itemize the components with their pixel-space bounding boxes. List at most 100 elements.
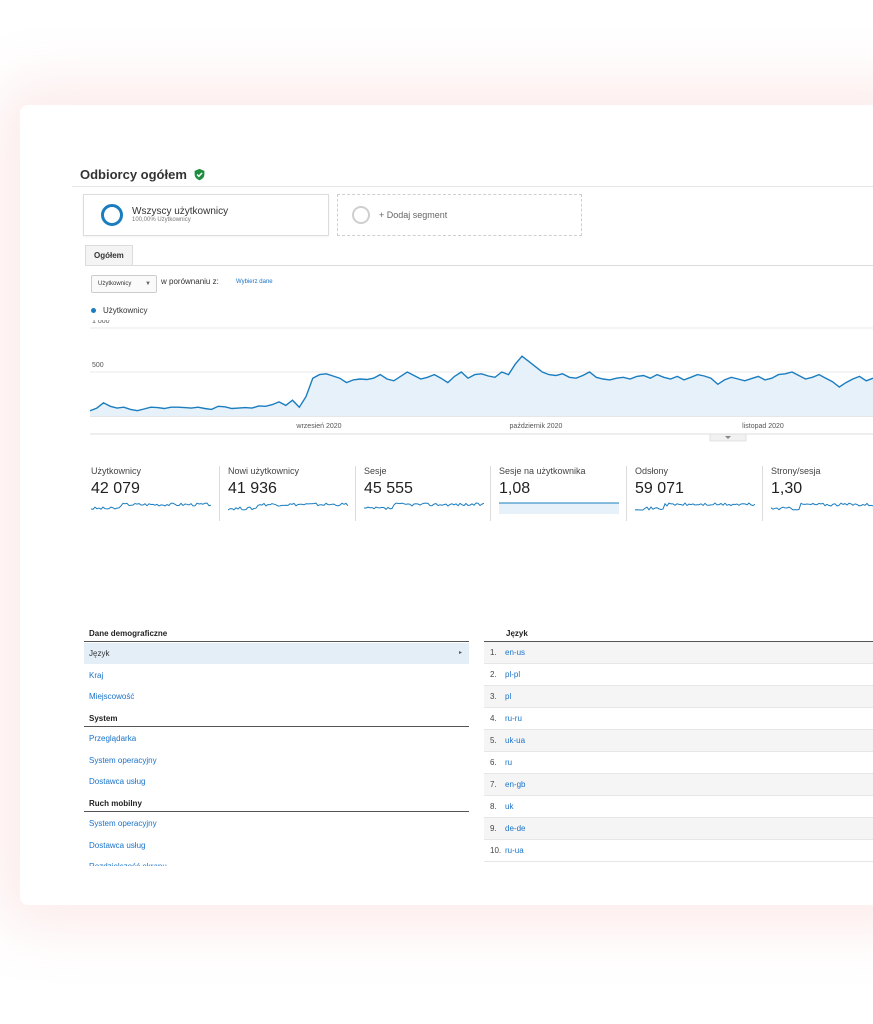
row-number: 3.	[490, 692, 497, 701]
segment-share: 100,00% Użytkownicy	[132, 217, 191, 224]
language-link[interactable]: de-de	[505, 824, 526, 833]
row-number: 6.	[490, 758, 497, 767]
metric-label: Odsłony	[635, 466, 669, 476]
metric-value: 45 555	[364, 480, 413, 497]
segment-name: Wszyscy użytkownicy	[132, 206, 229, 218]
metric-sparkline	[635, 502, 755, 511]
row-number: 8.	[490, 802, 497, 811]
chart-legend: Użytkownicy	[91, 306, 147, 315]
metric-value: 1,30	[771, 480, 803, 497]
series-dot-icon	[91, 308, 96, 313]
series-line	[90, 355, 873, 412]
dimension-item-label: Rozdzielczość ekranu	[89, 862, 167, 866]
table-row: 10. ru-ua	[484, 840, 873, 862]
dimension-section-title: Ruch mobilny	[84, 798, 469, 812]
language-link[interactable]: en-us	[505, 648, 526, 657]
dimension-item[interactable]: Miejscowość	[84, 686, 469, 707]
row-number: 10.	[490, 846, 502, 855]
shield-check-icon	[194, 168, 205, 180]
chevron-right-icon: ▸	[458, 650, 462, 656]
dimension-item-label: Dostawca usług	[89, 777, 146, 786]
dimension-item[interactable]: Przeglądarka	[84, 728, 469, 749]
segment-all-users[interactable]: Wszyscy użytkownicy 100,00% Użytkownicy	[83, 194, 329, 236]
dimension-item-label: System operacyjny	[89, 819, 157, 828]
metric-sparkline	[364, 502, 484, 510]
row-number: 2.	[490, 670, 497, 679]
language-link[interactable]: pl	[505, 692, 512, 701]
metric-card[interactable]: Sesje na użytkownika 1,08	[490, 466, 619, 521]
dimension-item-label: Przeglądarka	[89, 734, 137, 743]
metric-card[interactable]: Odsłony 59 071	[626, 466, 755, 521]
dimension-item-label: Miejscowość	[89, 692, 135, 701]
legend-label: Użytkownicy	[103, 306, 148, 315]
segment-ring-icon	[101, 204, 123, 226]
metric-card[interactable]: Nowi użytkownicy 41 936	[219, 466, 348, 521]
table-row: 9. de-de	[484, 818, 873, 840]
tab-overview[interactable]: Ogółem	[85, 245, 133, 266]
language-link[interactable]: ru	[505, 758, 513, 767]
language-table-header: Język	[484, 628, 873, 642]
dimension-section-title: Dane demograficzne	[84, 628, 469, 642]
y-tick-label: 500	[92, 362, 104, 369]
dimension-item[interactable]: Kraj	[84, 665, 469, 686]
language-link[interactable]: ru-ru	[505, 714, 522, 723]
table-row: 8. uk	[484, 796, 873, 818]
report-header: Odbiorcy ogółem	[80, 164, 206, 184]
header-divider	[72, 186, 873, 187]
empty-ring-icon	[352, 206, 370, 224]
language-link[interactable]: en-gb	[505, 780, 526, 789]
metric-card[interactable]: Sesje 45 555	[355, 466, 484, 521]
users-line-chart[interactable]: 1 000 500 wrzesień 2020 październik 2020 lis…	[90, 320, 873, 445]
dimension-item-label: Język	[89, 649, 110, 658]
row-number: 4.	[490, 714, 497, 723]
metric-select[interactable]: Użytkownicy ▼	[91, 275, 157, 293]
metric-value: 42 079	[91, 480, 140, 497]
row-number: 5.	[490, 736, 497, 745]
page-title: Odbiorcy ogółem	[80, 166, 187, 182]
table-row: 5. uk-ua	[484, 730, 873, 752]
metric-label: Użytkownicy	[91, 466, 142, 476]
metric-card[interactable]: Strony/sesja 1,30	[762, 466, 873, 521]
table-row: 4. ru-ru	[484, 708, 873, 730]
metric-sparkline	[771, 502, 873, 511]
expand-chart-handle[interactable]	[709, 433, 747, 442]
dimension-item[interactable]: System operacyjny	[84, 750, 469, 771]
x-tick-label: październik 2020	[510, 423, 563, 430]
metric-label: Sesje	[364, 466, 387, 476]
dimension-item[interactable]: Rozdzielczość ekranu	[84, 856, 469, 866]
dimension-item[interactable]: Język ▸	[84, 643, 469, 664]
metric-value: 41 936	[228, 480, 277, 497]
y-tick-label: 1 000	[92, 320, 110, 325]
metric-sparkline	[499, 502, 619, 514]
dimension-item[interactable]: System operacyjny	[84, 813, 469, 834]
table-row: 3. pl	[484, 686, 873, 708]
metric-card[interactable]: Użytkownicy 42 079	[91, 466, 217, 521]
table-row: 7. en-gb	[484, 774, 873, 796]
chevron-down-icon: ▼	[145, 281, 151, 287]
language-link[interactable]: pl-pl	[505, 670, 521, 679]
dimension-item[interactable]: Dostawca usług	[84, 771, 469, 792]
language-link[interactable]: ru-ua	[505, 846, 524, 855]
table-row: 2. pl-pl	[484, 664, 873, 686]
add-segment-button[interactable]: + Dodaj segment	[337, 194, 582, 236]
table-row: 6. ru	[484, 752, 873, 774]
row-number: 9.	[490, 824, 497, 833]
metric-value: 1,08	[499, 480, 531, 497]
table-row: 1. en-us	[484, 642, 873, 664]
metric-label: Strony/sesja	[771, 466, 821, 476]
language-link[interactable]: uk	[505, 802, 514, 811]
dimension-item-label: Dostawca usług	[89, 840, 146, 850]
tab-divider	[85, 265, 873, 266]
add-segment-label: + Dodaj segment	[379, 210, 448, 220]
select-comparison-link[interactable]: Wybierz dane	[236, 279, 273, 285]
metric-sparkline	[91, 502, 211, 510]
dimension-item[interactable]: Dostawca usług	[84, 835, 469, 856]
series-area	[90, 356, 873, 416]
language-link[interactable]: uk-ua	[505, 736, 526, 745]
metric-label: Sesje na użytkownika	[499, 466, 586, 476]
row-number: 7.	[490, 780, 497, 789]
compare-label: w porównaniu z:	[161, 277, 219, 286]
metric-select-value: Użytkownicy	[98, 281, 132, 287]
metric-label: Nowi użytkownicy	[228, 466, 300, 476]
x-tick-label: wrzesień 2020	[295, 423, 341, 430]
